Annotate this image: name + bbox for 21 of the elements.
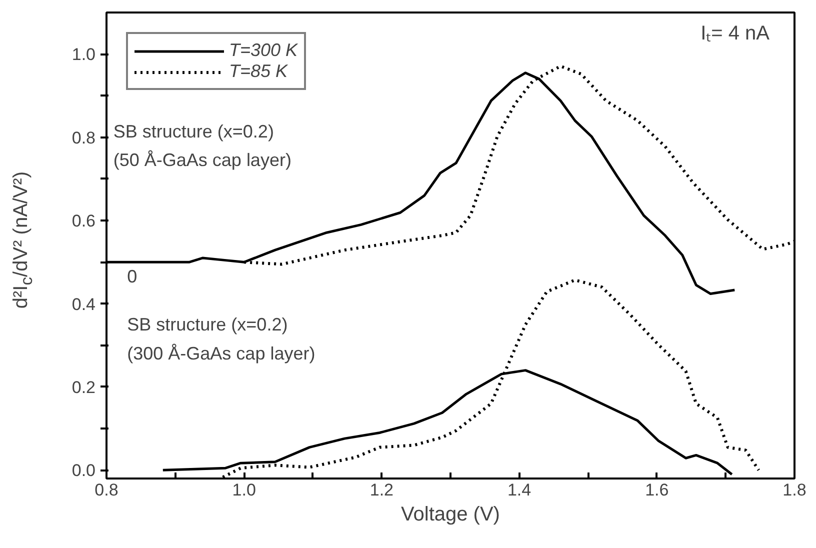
legend-label: T=85 K bbox=[229, 61, 288, 82]
annotation: SB structure (x=0.2) bbox=[113, 121, 274, 142]
y-tick-label: 0.8 bbox=[72, 128, 96, 148]
y-tick-label: 1.0 bbox=[72, 45, 96, 64]
x-axis-title: Voltage (V) bbox=[401, 504, 500, 526]
annotation: Iₜ= 4 nA bbox=[700, 22, 770, 44]
y-tick-label: 0.0 bbox=[72, 461, 96, 480]
y-tick-label: 0.6 bbox=[72, 212, 96, 231]
x-tick-label: 1.2 bbox=[370, 480, 394, 500]
annotation: (50 Å-GaAs cap layer) bbox=[113, 150, 292, 170]
annotation: (300 Å-GaAs cap layer) bbox=[127, 344, 316, 364]
x-tick-label: 0.8 bbox=[94, 480, 118, 500]
x-tick-label: 1.6 bbox=[645, 480, 669, 500]
annotation: 0 bbox=[127, 266, 138, 286]
x-tick-label: 1.0 bbox=[232, 480, 256, 500]
y-tick-label: 0.2 bbox=[72, 378, 96, 397]
x-tick-label: 1.8 bbox=[782, 480, 806, 500]
legend-label: T=300 K bbox=[229, 40, 298, 61]
annotation: SB structure (x=0.2) bbox=[127, 314, 288, 335]
x-tick-label: 1.4 bbox=[507, 480, 532, 500]
y-tick-label: 0.4 bbox=[72, 294, 96, 314]
